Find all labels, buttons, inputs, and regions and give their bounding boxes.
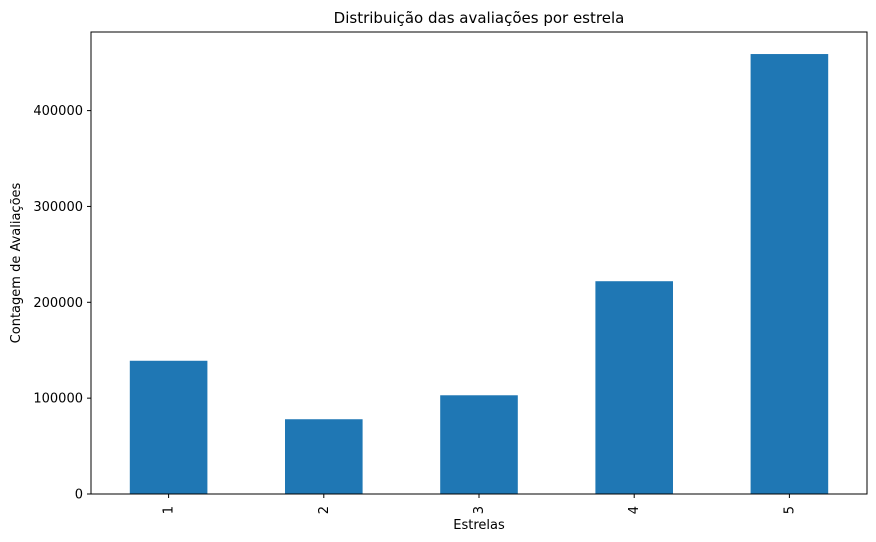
y-tick-label: 400000 xyxy=(33,104,83,119)
x-tick-label: 3 xyxy=(472,506,487,514)
x-axis-ticks: 1 2 3 4 5 xyxy=(162,494,797,514)
y-axis-label: Contagem de Avaliações xyxy=(9,182,24,343)
x-tick-label: 4 xyxy=(627,506,642,514)
x-tick-label: 5 xyxy=(782,506,797,514)
bar-1 xyxy=(129,360,208,494)
x-axis-label: Estrelas xyxy=(453,518,505,533)
bar-4 xyxy=(595,281,673,494)
y-tick-label: 200000 xyxy=(33,296,83,311)
y-tick-label: 0 xyxy=(75,488,83,503)
bar-3 xyxy=(440,395,518,494)
x-tick-label: 1 xyxy=(162,506,177,514)
x-tick-label: 2 xyxy=(317,506,332,514)
bar-5 xyxy=(750,54,829,494)
y-tick-label: 100000 xyxy=(33,392,83,407)
plot-frame xyxy=(90,31,868,495)
chart-title: Distribuição das avaliações por estrela xyxy=(334,9,625,27)
bars-group xyxy=(129,54,829,494)
y-axis-ticks: 0 100000 200000 300000 400000 xyxy=(33,104,91,503)
y-tick-label: 300000 xyxy=(33,200,83,215)
bar-2 xyxy=(285,419,363,494)
